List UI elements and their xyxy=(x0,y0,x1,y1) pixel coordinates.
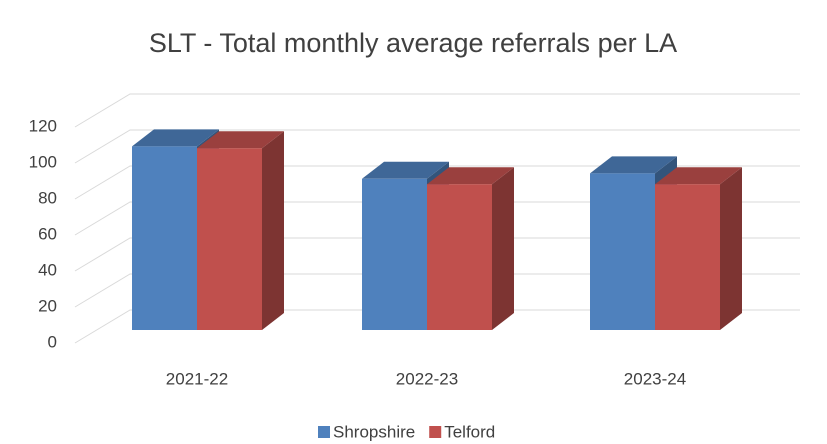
y-tick-label: 40 xyxy=(38,260,57,279)
bar-top xyxy=(362,161,449,179)
y-tick-label: 20 xyxy=(38,296,57,315)
grid-line xyxy=(74,93,800,128)
legend-swatch xyxy=(429,426,442,438)
y-tick-label: 100 xyxy=(29,152,57,171)
bar-face xyxy=(427,184,492,330)
bar-face xyxy=(590,173,655,330)
x-tick-label: 2023-24 xyxy=(624,369,686,388)
grid-line xyxy=(74,237,800,272)
legend-label: Shropshire xyxy=(333,422,415,441)
grid-line xyxy=(74,129,800,164)
y-tick-label: 60 xyxy=(38,224,57,243)
bar-face xyxy=(132,146,197,330)
bar-face xyxy=(362,178,427,330)
bar-face xyxy=(197,148,262,330)
grid-line xyxy=(74,273,800,308)
bar-top xyxy=(655,167,742,185)
bar-top xyxy=(197,131,284,149)
legend-swatch xyxy=(318,426,330,438)
legend-label: Telford xyxy=(444,422,495,441)
bar-side xyxy=(492,167,514,330)
y-tick-label: 0 xyxy=(48,332,57,351)
bar xyxy=(655,167,742,330)
bar-top xyxy=(427,167,514,185)
x-tick-label: 2022-23 xyxy=(396,369,458,388)
bar-side xyxy=(720,167,742,330)
y-tick-label: 80 xyxy=(38,188,57,207)
bar-top xyxy=(132,129,219,147)
chart-title: SLT - Total monthly average referrals pe… xyxy=(149,28,677,58)
bar-face xyxy=(655,184,720,330)
bar xyxy=(427,167,514,330)
grid-line xyxy=(74,309,800,344)
grid-line xyxy=(74,201,800,236)
y-tick-label: 120 xyxy=(29,116,57,135)
bar-side xyxy=(262,131,284,330)
bar-top xyxy=(590,156,677,174)
grid-line xyxy=(74,165,800,200)
bar xyxy=(197,131,284,330)
x-tick-label: 2021-22 xyxy=(166,369,228,388)
